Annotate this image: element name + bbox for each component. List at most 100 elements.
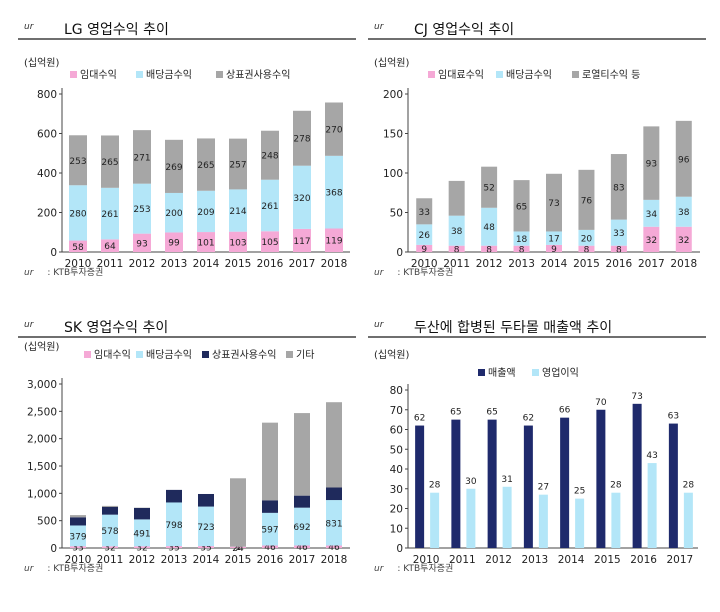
data-label-bg xyxy=(447,404,464,417)
bar-segment xyxy=(294,495,310,508)
bar-segment xyxy=(546,244,562,252)
unit-label: (십억원) xyxy=(374,57,410,69)
y-tick-label: 30 xyxy=(390,484,403,496)
data-label: 34 xyxy=(646,210,658,220)
data-label: 46 xyxy=(264,543,276,553)
data-label-bg xyxy=(665,408,682,421)
source-note: ur: KTB투자증권 xyxy=(24,265,103,278)
y-tick-label: 150 xyxy=(383,129,403,141)
y-tick-label: 400 xyxy=(37,168,57,180)
data-label: 64 xyxy=(104,242,116,252)
data-label: 28 xyxy=(610,481,622,491)
x-tick-label: 2015 xyxy=(594,554,621,566)
bar-segment xyxy=(325,102,343,156)
bar-segment xyxy=(481,207,498,246)
legend-label: 로열티수익 등 xyxy=(582,69,640,81)
bar xyxy=(560,417,570,548)
bar-segment xyxy=(325,155,343,229)
legend-label: 매출액 xyxy=(488,367,516,379)
source-tag: ur xyxy=(24,564,34,574)
bar-segment xyxy=(610,219,627,246)
bar-segment xyxy=(101,239,119,252)
lg-revenue-chart: (십억원) 임대수익 배당금수익 상표권사용수익 0 200 400 600 800 2010 58… xyxy=(24,57,350,270)
x-tick-label: 2014 xyxy=(193,554,220,566)
data-label: 46 xyxy=(328,543,340,553)
data-label: 65 xyxy=(450,408,461,418)
legend-swatch xyxy=(136,351,143,358)
bar-segment xyxy=(262,500,278,513)
y-tick-label: 0 xyxy=(50,247,57,259)
x-tick-label: 2014 xyxy=(541,258,568,270)
y-tick-label: 1,000 xyxy=(27,488,57,500)
data-label: 83 xyxy=(613,183,624,193)
data-label: 35 xyxy=(200,544,211,554)
data-label: 43 xyxy=(646,451,657,461)
data-label: 66 xyxy=(559,406,571,416)
bar-segment xyxy=(513,180,530,232)
bar-segment xyxy=(197,190,215,233)
bar xyxy=(523,425,533,548)
bar-segment xyxy=(294,507,310,546)
x-tick-label: 2012 xyxy=(129,554,156,566)
legend-label: 임대료수익 xyxy=(438,68,484,81)
legend-swatch xyxy=(532,369,539,376)
data-label: 8 xyxy=(519,245,525,255)
bar xyxy=(596,409,606,548)
y-tick-label: 20 xyxy=(390,504,403,516)
data-label: 278 xyxy=(293,135,310,145)
legend-swatch xyxy=(84,351,91,358)
data-label: 379 xyxy=(69,532,86,542)
panel-title: LG 영업수익 추이 xyxy=(64,22,169,38)
y-tick-label: 200 xyxy=(37,208,57,220)
data-label: 73 xyxy=(631,392,642,402)
data-label: 280 xyxy=(69,209,86,219)
bar-segment xyxy=(675,196,692,227)
legend-swatch xyxy=(216,71,223,78)
data-label: 62 xyxy=(523,414,534,424)
x-tick-label: 2016 xyxy=(606,258,633,270)
bar xyxy=(683,492,693,548)
bar-segment xyxy=(69,135,87,186)
source-tag: ur xyxy=(24,268,34,278)
legend-label: 상표권사용수익 xyxy=(212,349,276,361)
x-tick-label: 2018 xyxy=(321,554,348,566)
data-label-bg xyxy=(644,448,661,461)
data-label: 119 xyxy=(325,237,342,247)
data-label: 38 xyxy=(451,227,463,237)
data-label: 70 xyxy=(595,398,607,408)
y-tick-label: 80 xyxy=(390,385,403,397)
data-label: 27 xyxy=(538,483,549,493)
y-tick-label: 3,000 xyxy=(27,379,57,391)
bar-segment xyxy=(133,233,151,252)
bar-segment xyxy=(166,546,182,548)
panel-title: SK 영업수익 추이 xyxy=(64,320,169,336)
bar-segment xyxy=(643,226,660,252)
data-label: 270 xyxy=(325,126,342,136)
x-tick-label: 2017 xyxy=(638,258,665,270)
data-label: 93 xyxy=(646,160,657,170)
y-tick-label: 500 xyxy=(37,516,57,528)
panel-tag: ur xyxy=(24,22,34,32)
y-tick-label: 100 xyxy=(383,168,403,180)
data-label: 723 xyxy=(197,523,214,533)
legend-swatch xyxy=(286,351,293,358)
bar-segment xyxy=(610,245,627,252)
bar-segment xyxy=(448,245,465,252)
bar-segment xyxy=(197,232,215,252)
panel-tag: ur xyxy=(374,320,384,330)
data-label: 117 xyxy=(293,237,310,247)
data-label: 99 xyxy=(168,239,180,249)
data-label: 105 xyxy=(261,238,278,248)
bar-segment xyxy=(70,525,86,547)
data-label-bg xyxy=(426,477,443,490)
legend-swatch xyxy=(572,71,579,78)
x-tick-label: 2013 xyxy=(522,554,549,566)
data-label: 253 xyxy=(133,205,150,215)
bar-segment xyxy=(578,245,595,252)
bar-segment xyxy=(546,231,562,245)
source-tag: ur xyxy=(374,268,384,278)
bar-segment xyxy=(416,244,433,252)
bar-segment xyxy=(675,120,692,197)
legend-swatch xyxy=(136,71,143,78)
data-label: 265 xyxy=(101,158,118,168)
